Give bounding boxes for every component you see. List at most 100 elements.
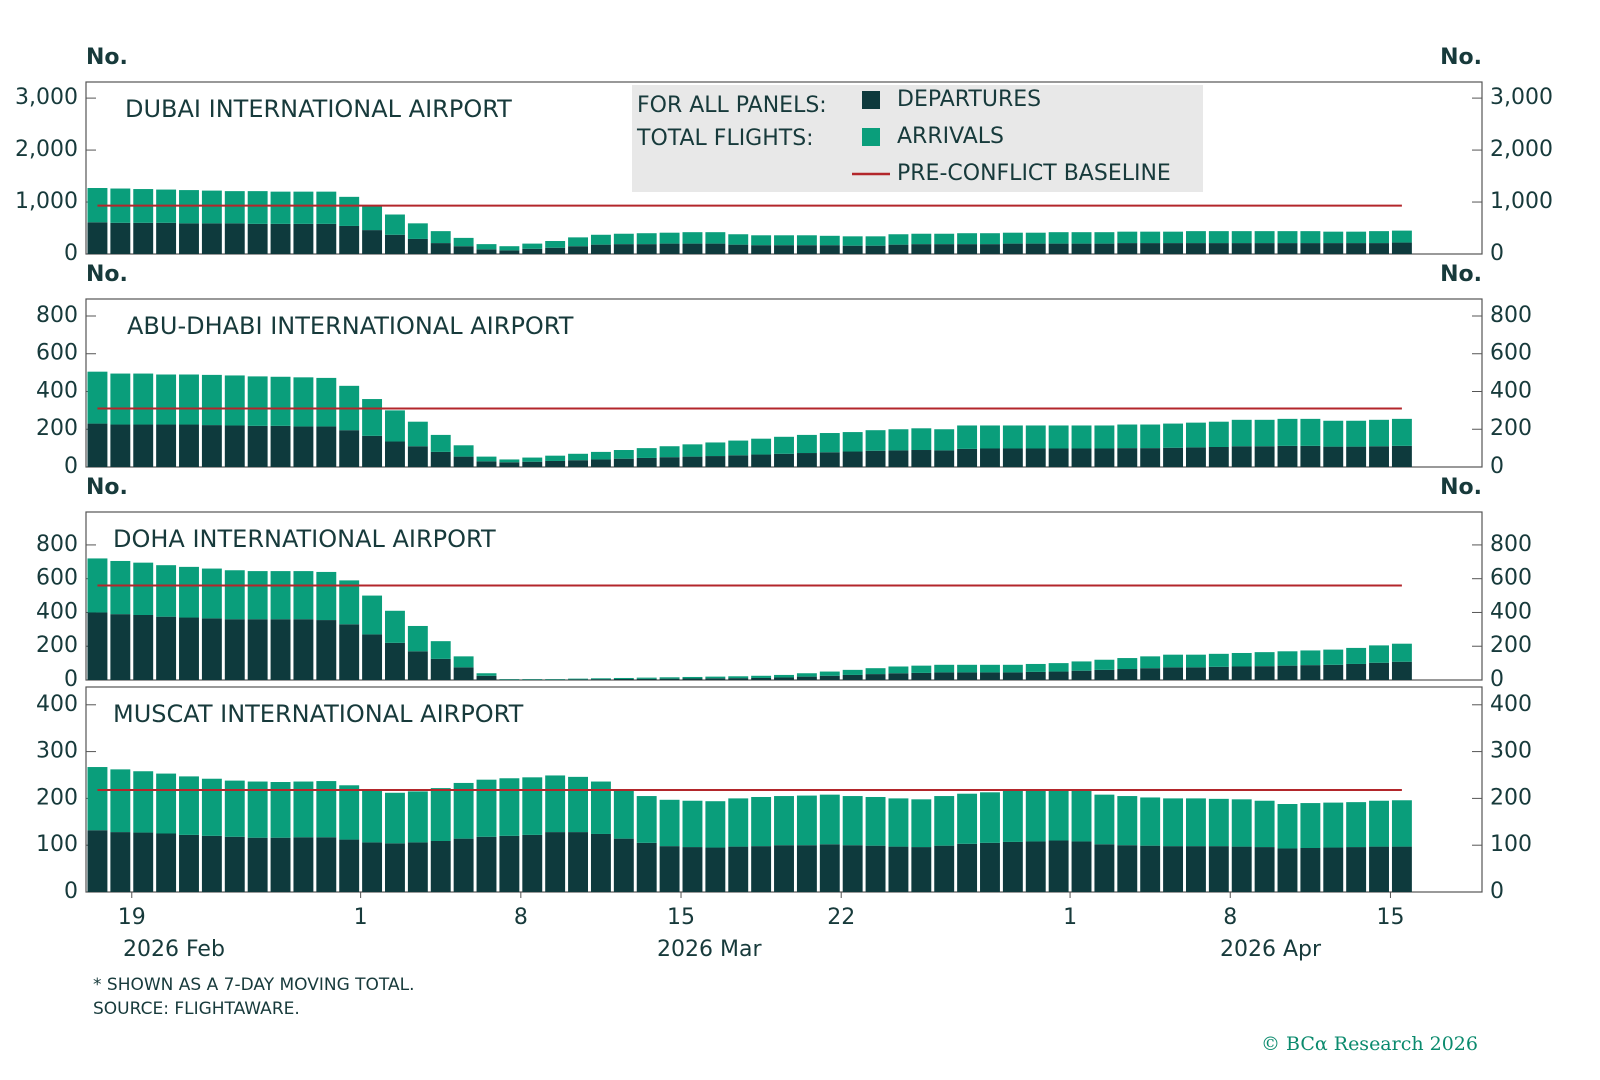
arrivals-bar	[774, 436, 794, 454]
departures-bar	[385, 234, 405, 254]
arrivals-bar	[1391, 643, 1412, 662]
y2-tick-label: 0	[1490, 879, 1504, 904]
arrivals-bar	[1025, 232, 1046, 244]
departures-bar	[339, 839, 360, 892]
departures-bar	[339, 430, 360, 467]
departures-bar	[1163, 846, 1184, 892]
arrivals-bar	[1231, 652, 1252, 667]
y2-tick-label: 3,000	[1490, 85, 1553, 110]
departures-bar	[865, 450, 886, 467]
departures-bar	[1254, 847, 1275, 892]
departures-bar	[636, 842, 657, 892]
departures-bar	[87, 612, 108, 680]
arrivals-bar	[1094, 659, 1115, 670]
y-tick-label: 200	[36, 633, 78, 658]
departures-bar	[1117, 845, 1138, 892]
departures-bar	[728, 455, 749, 467]
arrivals-bar	[247, 781, 268, 838]
arrivals-bar	[430, 788, 451, 841]
departures-bar	[980, 448, 1000, 467]
departures-bar	[819, 675, 840, 680]
arrivals-bar	[636, 796, 657, 843]
arrivals-bar	[934, 429, 955, 451]
arrivals-bar	[247, 191, 268, 224]
departures-bar	[590, 459, 611, 467]
arrivals-bar	[934, 233, 955, 245]
arrivals-bar	[865, 430, 886, 451]
arrivals-bar	[110, 769, 131, 833]
departures-bar	[179, 617, 199, 680]
departures-bar	[430, 840, 451, 892]
arrivals-bar	[1071, 425, 1092, 449]
departures-bar	[1208, 666, 1229, 680]
departures-bar	[270, 619, 291, 680]
y2-tick-label: 0	[1490, 241, 1504, 266]
arrivals-bar	[590, 451, 611, 460]
arrivals-bar	[293, 191, 314, 224]
arrivals-bar	[568, 678, 589, 680]
departures-bar	[1300, 445, 1321, 467]
arrivals-bar	[1391, 418, 1412, 446]
arrivals-bar	[224, 191, 245, 224]
arrivals-bar	[1346, 420, 1367, 447]
y-tick-label: 2,000	[15, 137, 78, 162]
arrivals-bar	[316, 377, 337, 427]
departures-bar	[247, 223, 268, 254]
departures-bar	[545, 460, 566, 467]
arrivals-bar	[590, 678, 611, 680]
departures-bar	[293, 426, 314, 467]
x-tick-label: 8	[1223, 905, 1237, 930]
arrivals-bar	[957, 425, 978, 449]
departures-bar	[1025, 841, 1046, 892]
arrivals-bar	[1323, 649, 1344, 665]
arrivals-bar	[751, 438, 772, 455]
y-unit: No.	[86, 475, 128, 500]
departures-bar	[156, 222, 177, 254]
arrivals-bar	[1369, 231, 1389, 244]
arrivals-bar	[888, 429, 909, 451]
arrivals-bar	[1071, 232, 1092, 244]
departures-bar	[362, 230, 383, 254]
y-tick-label: 0	[64, 241, 78, 266]
arrivals-bar	[1254, 231, 1275, 244]
departures-bar	[476, 461, 497, 467]
arrivals-bar	[911, 799, 932, 848]
arrivals-bar	[247, 571, 268, 620]
departures-bar	[224, 836, 245, 892]
y-tick-label: 0	[64, 879, 78, 904]
arrivals-bar	[1025, 663, 1046, 672]
arrivals-bar	[522, 457, 543, 462]
footnote: * SHOWN AS A 7-DAY MOVING TOTAL.	[93, 975, 415, 995]
arrivals-bar	[1254, 800, 1275, 848]
arrivals-bar	[659, 799, 680, 847]
arrivals-bar	[888, 666, 909, 674]
arrivals-bar	[1025, 425, 1046, 449]
arrivals-bar	[1300, 650, 1321, 666]
departures-bar	[156, 833, 177, 892]
departures-bar	[613, 458, 634, 467]
departures-bar	[87, 830, 108, 892]
y2-tick-label: 400	[1490, 692, 1532, 717]
arrivals-bar	[201, 778, 222, 836]
arrivals-bar	[1117, 796, 1138, 846]
arrivals-bar	[1300, 418, 1321, 446]
departures-bar	[1048, 671, 1069, 680]
departures-bar	[980, 244, 1000, 254]
x-tick-label: 19	[118, 905, 146, 930]
arrivals-bar	[1254, 419, 1275, 447]
y-tick-label: 300	[36, 739, 78, 764]
departures-bar	[499, 835, 520, 892]
arrivals-bar	[842, 796, 863, 846]
departures-bar	[201, 835, 222, 892]
y-tick-label: 200	[36, 785, 78, 810]
departures-bar	[407, 842, 428, 892]
arrivals-bar	[87, 767, 108, 831]
arrivals-bar	[728, 798, 749, 847]
arrivals-bar	[796, 795, 817, 846]
departures-bar	[728, 244, 749, 254]
departures-bar	[1254, 446, 1275, 467]
departures-bar	[1117, 243, 1138, 254]
x-tick-label: 15	[1376, 905, 1404, 930]
arrivals-bar	[1185, 798, 1206, 847]
